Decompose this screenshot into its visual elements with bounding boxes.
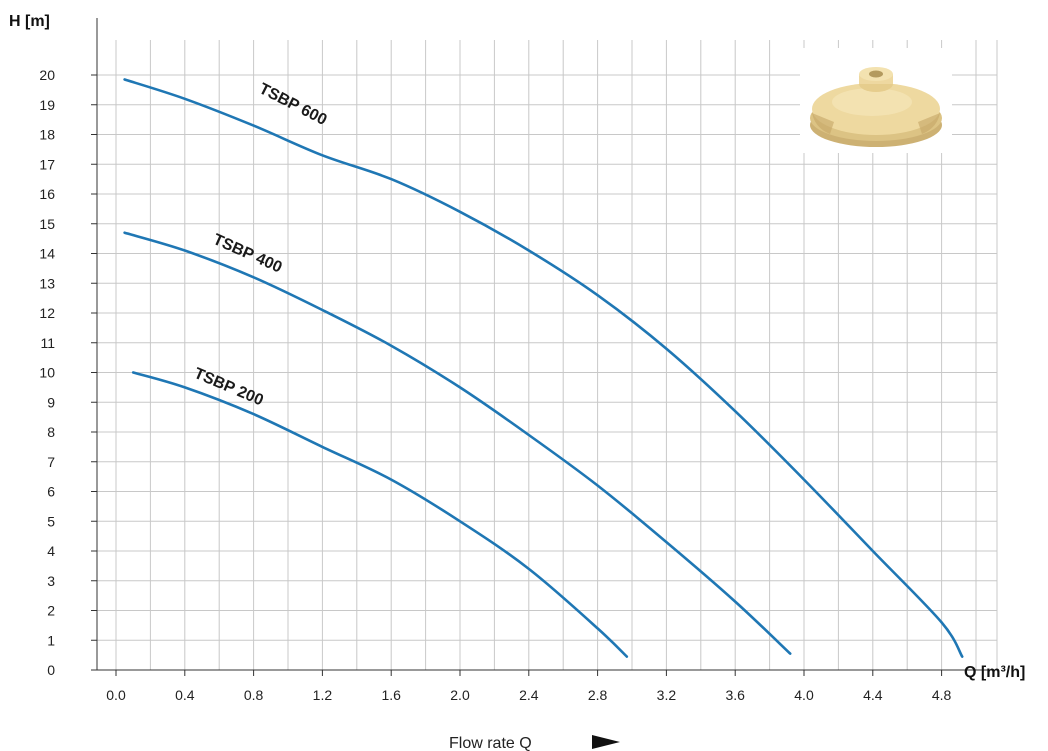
y-tick-label: 9 bbox=[47, 394, 55, 410]
y-tick-label: 3 bbox=[47, 573, 55, 589]
y-tick-label: 19 bbox=[39, 97, 55, 113]
curve-tsbp-600 bbox=[123, 78, 964, 658]
impeller-photo-icon bbox=[810, 67, 942, 147]
y-tick-label: 4 bbox=[47, 543, 55, 559]
y-tick-label: 0 bbox=[47, 662, 55, 678]
y-tick-label: 12 bbox=[39, 305, 55, 321]
x-tick-label: 0.8 bbox=[244, 687, 264, 703]
x-axis-title: Q [m³/h] bbox=[964, 664, 1025, 681]
flow-rate-label: Flow rate Q bbox=[449, 735, 532, 751]
y-tick-label: 15 bbox=[39, 216, 55, 232]
x-tick-label: 4.8 bbox=[932, 687, 952, 703]
y-tick-label: 14 bbox=[39, 246, 55, 262]
y-tick-label: 17 bbox=[39, 156, 55, 172]
x-tick-label: 1.6 bbox=[381, 687, 401, 703]
x-tick-label: 3.6 bbox=[725, 687, 745, 703]
y-tick-label: 11 bbox=[40, 335, 55, 351]
grid-lines bbox=[97, 40, 998, 670]
x-tick-label: 0.0 bbox=[106, 687, 126, 703]
y-tick-label: 18 bbox=[39, 127, 55, 143]
x-tick-label: 2.8 bbox=[588, 687, 608, 703]
y-tick-label: 16 bbox=[39, 186, 55, 202]
x-tick-label: 2.0 bbox=[450, 687, 470, 703]
curves bbox=[123, 78, 964, 658]
x-tick-label: 4.4 bbox=[863, 687, 883, 703]
y-axis-title: H [m] bbox=[9, 13, 50, 30]
curve-tsbp-200 bbox=[131, 371, 629, 658]
y-tick-label: 13 bbox=[39, 275, 55, 291]
y-tick-label: 2 bbox=[47, 603, 55, 619]
y-tick-label: 10 bbox=[39, 365, 55, 381]
y-tick-label: 1 bbox=[47, 632, 55, 648]
x-tick-label: 3.2 bbox=[657, 687, 677, 703]
impeller-image bbox=[800, 48, 952, 153]
x-tick-label: 1.2 bbox=[313, 687, 333, 703]
y-tick-label: 7 bbox=[47, 454, 55, 470]
x-tick-label: 0.4 bbox=[175, 687, 195, 703]
y-tick-label: 8 bbox=[47, 424, 55, 440]
right-arrow-icon bbox=[592, 735, 620, 749]
x-tick-label: 4.0 bbox=[794, 687, 814, 703]
x-tick-label: 2.4 bbox=[519, 687, 539, 703]
y-tick-label: 5 bbox=[47, 513, 55, 529]
curve-tsbp-400 bbox=[123, 231, 792, 655]
axes bbox=[91, 18, 997, 676]
y-tick-label: 6 bbox=[47, 484, 55, 500]
y-tick-label: 20 bbox=[39, 67, 55, 83]
